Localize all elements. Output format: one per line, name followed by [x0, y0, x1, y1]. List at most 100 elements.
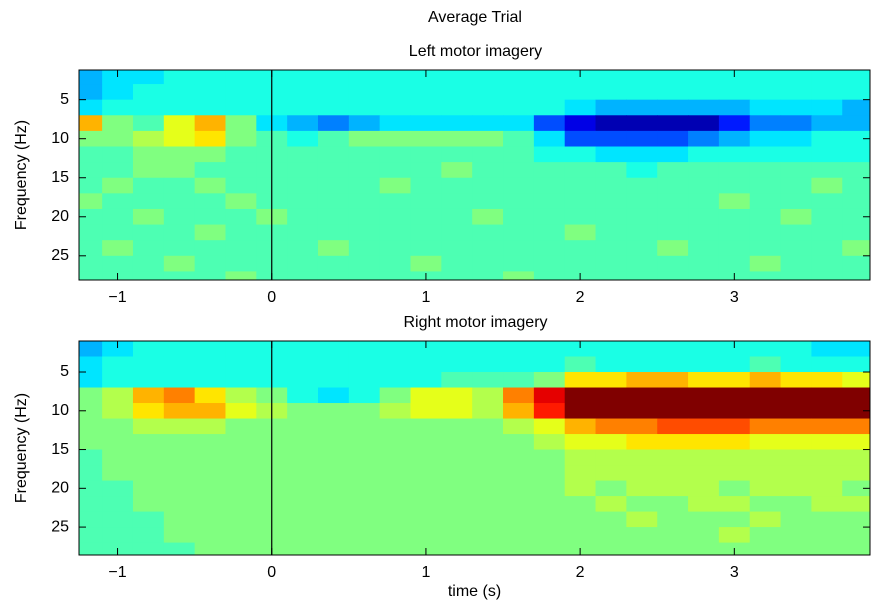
heatmap-cell — [564, 372, 597, 389]
heatmap-cell — [780, 527, 812, 544]
heatmap-cell — [533, 418, 566, 435]
heatmap-cell — [287, 208, 319, 226]
heatmap-cell — [595, 162, 627, 179]
heatmap-cell — [79, 341, 103, 358]
x-tick-label: 1 — [421, 289, 430, 306]
heatmap-cell — [718, 434, 751, 451]
heatmap-cell — [657, 224, 689, 241]
heatmap-cell — [379, 434, 412, 451]
heatmap-cell — [749, 496, 782, 513]
heatmap-cell — [410, 418, 442, 435]
heatmap-cell — [79, 449, 103, 466]
heatmap-cell — [811, 84, 843, 101]
heatmap-cell — [533, 208, 566, 226]
heatmap-cell — [163, 130, 196, 148]
heatmap-cell — [441, 70, 473, 85]
heatmap-cell — [811, 224, 843, 241]
y-tick-label: 10 — [51, 402, 69, 419]
heatmap-cell — [348, 146, 381, 163]
heatmap-cell — [811, 341, 843, 358]
heatmap — [79, 70, 870, 280]
heatmap-cell — [688, 527, 720, 544]
heatmap-cell — [441, 387, 473, 404]
heatmap-cell — [441, 146, 473, 163]
heatmap-cell — [287, 480, 319, 497]
heatmap-cell — [811, 496, 843, 513]
heatmap-cell — [132, 99, 165, 116]
heatmap-cell — [657, 418, 689, 435]
heatmap-cell — [749, 70, 782, 85]
heatmap-cell — [79, 208, 103, 226]
heatmap-cell — [626, 372, 658, 389]
heatmap-cell — [842, 115, 870, 132]
heatmap-cell — [194, 356, 226, 373]
heatmap-cell — [410, 449, 442, 466]
heatmap-cell — [410, 341, 442, 358]
heatmap-cell — [194, 542, 226, 555]
heatmap-cell — [780, 341, 812, 358]
heatmap-cell — [811, 115, 843, 132]
heatmap-cell — [441, 255, 473, 272]
heatmap-cell — [533, 434, 566, 451]
heatmap-cell — [102, 496, 134, 513]
heatmap-cell — [780, 84, 812, 101]
heatmap-cell — [317, 527, 350, 544]
heatmap-cell — [749, 372, 782, 389]
heatmap-cell — [225, 84, 257, 101]
heatmap-cell — [441, 115, 473, 132]
heatmap-cell — [811, 177, 843, 194]
heatmap-cell — [410, 208, 442, 226]
heatmap-cell — [749, 341, 782, 358]
heatmap-cell — [410, 480, 442, 497]
heatmap-cell — [79, 177, 103, 194]
heatmap-cell — [564, 193, 597, 210]
heatmap-cell — [718, 480, 751, 497]
heatmap-cell — [102, 372, 134, 389]
heatmap-cell — [379, 341, 412, 358]
heatmap-cell — [79, 434, 103, 451]
heatmap-cell — [287, 496, 319, 513]
heatmap-cell — [595, 527, 627, 544]
heatmap-cell — [472, 146, 504, 163]
heatmap-cell — [317, 193, 350, 210]
heatmap-cell — [595, 403, 627, 420]
heatmap-cell — [811, 130, 843, 148]
heatmap-cell — [132, 115, 165, 132]
heatmap-cell — [780, 271, 812, 280]
heatmap-cell — [749, 527, 782, 544]
heatmap-cell — [317, 356, 350, 373]
heatmap-cell — [595, 387, 627, 404]
heatmap-cell — [348, 527, 381, 544]
heatmap-cell — [718, 341, 751, 358]
heatmap-cell — [102, 240, 134, 257]
heatmap-cell — [194, 193, 226, 210]
heatmap-cell — [132, 146, 165, 163]
heatmap-cell — [163, 208, 196, 226]
heatmap-cell — [379, 146, 412, 163]
heatmap-cell — [657, 465, 689, 482]
heatmap-cell — [287, 193, 319, 210]
heatmap-cell — [348, 434, 381, 451]
heatmap-cell — [348, 99, 381, 116]
heatmap-cell — [749, 224, 782, 241]
heatmap-cell — [132, 84, 165, 101]
heatmap-cell — [533, 542, 566, 555]
heatmap-cell — [225, 99, 257, 116]
heatmap-cell — [503, 434, 535, 451]
heatmap-cell — [163, 449, 196, 466]
heatmap-cell — [657, 255, 689, 272]
heatmap-cell — [317, 84, 350, 101]
heatmap-cell — [503, 162, 535, 179]
heatmap-cell — [749, 162, 782, 179]
figure-title: Average Trial — [428, 9, 522, 26]
heatmap-cell — [225, 465, 257, 482]
y-tick-label: 15 — [51, 169, 69, 186]
heatmap-cell — [564, 224, 597, 241]
heatmap-cell — [132, 403, 165, 420]
heatmap-cell — [595, 496, 627, 513]
heatmap-cell — [842, 403, 870, 420]
heatmap-cell — [842, 449, 870, 466]
heatmap-cell — [780, 496, 812, 513]
heatmap-cell — [718, 372, 751, 389]
heatmap-cell — [533, 496, 566, 513]
